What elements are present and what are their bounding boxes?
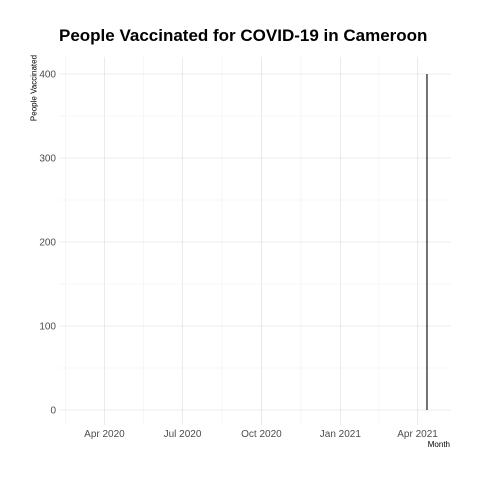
x-tick-label: Apr 2020 [84, 429, 125, 440]
y-tick-label: 0 [50, 406, 56, 417]
x-tick-label: Oct 2020 [241, 429, 282, 440]
y-tick-label: 200 [39, 238, 56, 249]
x-tick-label: Jul 2020 [164, 429, 202, 440]
x-tick-label: Apr 2021 [397, 429, 438, 440]
y-tick-label: 300 [39, 154, 56, 165]
chart-title: People Vaccinated for COVID-19 in Camero… [59, 26, 428, 45]
x-axis-label: Month [427, 440, 450, 449]
x-tick-label: Jan 2021 [320, 429, 362, 440]
y-tick-label: 400 [39, 70, 56, 81]
y-tick-label: 100 [39, 322, 56, 333]
